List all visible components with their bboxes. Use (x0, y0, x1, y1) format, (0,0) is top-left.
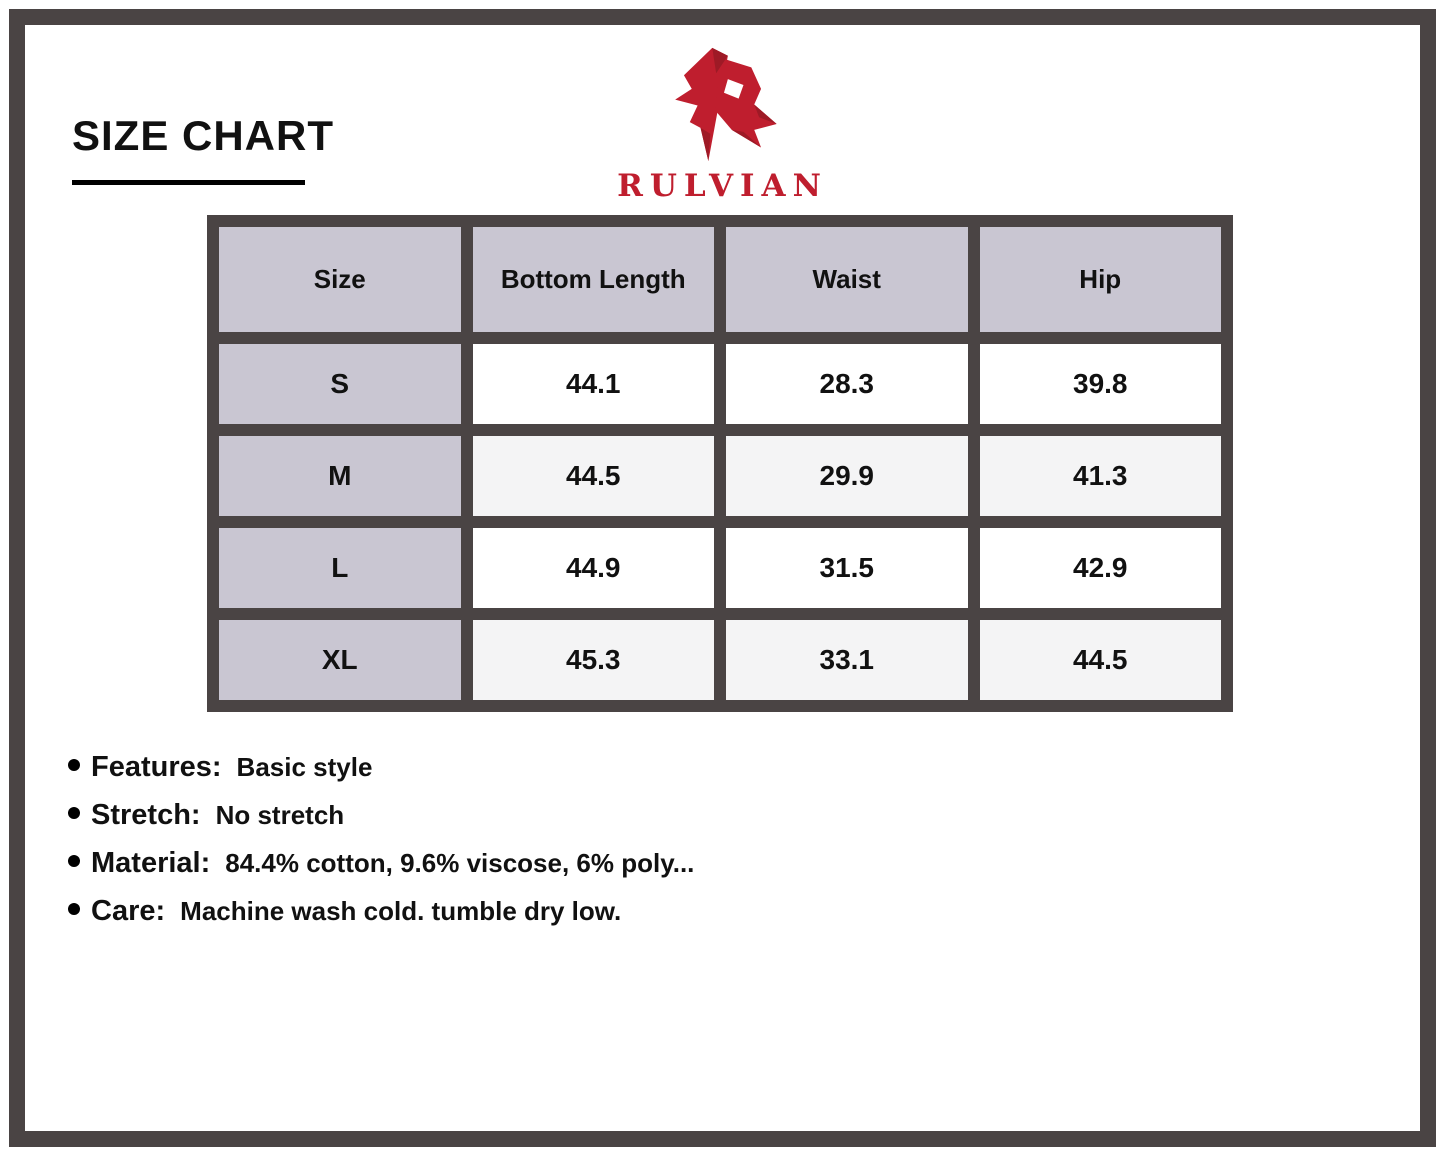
spec-list: Features: Basic style Stretch: No stretc… (68, 750, 694, 929)
bullet-dot-icon (68, 759, 80, 771)
page-title: SIZE CHART (72, 112, 334, 159)
size-cell: XL (219, 620, 461, 700)
outer-frame (9, 9, 1436, 1147)
bullet-dot-icon (68, 807, 80, 819)
spec-label: Material: (91, 847, 211, 879)
value-cell: 33.1 (726, 620, 968, 700)
spec-item-material: Material: 84.4% cotton, 9.6% viscose, 6%… (68, 846, 694, 881)
size-cell: M (219, 436, 461, 516)
spec-item-stretch: Stretch: No stretch (68, 798, 694, 833)
title-underline (72, 180, 305, 185)
value-cell: 41.3 (979, 436, 1221, 516)
value-cell: 45.3 (472, 620, 714, 700)
size-cell: L (219, 528, 461, 608)
header-cell-hip: Hip (979, 227, 1221, 332)
header-cell-size: Size (219, 227, 461, 332)
value-cell: 39.8 (979, 344, 1221, 424)
value-cell: 44.1 (472, 344, 714, 424)
bullet-dot-icon (68, 855, 80, 867)
value-cell: 42.9 (979, 528, 1221, 608)
brand-wordmark: RULVIAN (617, 168, 828, 204)
spec-label: Features: (91, 751, 222, 783)
value-cell: 31.5 (726, 528, 968, 608)
size-cell: S (219, 344, 461, 424)
value-cell: 29.9 (726, 436, 968, 516)
header-cell-bottom-length: Bottom Length (472, 227, 714, 332)
value-cell: 44.9 (472, 528, 714, 608)
brand-logo: RULVIAN (573, 44, 873, 204)
spec-value: 84.4% cotton, 9.6% viscose, 6% poly... (225, 848, 695, 878)
spec-label: Stretch: (91, 799, 201, 831)
spec-label: Care: (91, 895, 166, 927)
spec-item-care: Care: Machine wash cold. tumble dry low. (68, 894, 694, 929)
value-cell: 44.5 (472, 436, 714, 516)
spec-item-features: Features: Basic style (68, 750, 694, 785)
size-table: Size Bottom Length Waist Hip S 44.1 28.3… (207, 215, 1233, 712)
header-cell-waist: Waist (726, 227, 968, 332)
brand-logo-icon (675, 47, 777, 162)
spec-value: Machine wash cold. tumble dry low. (180, 896, 622, 926)
value-cell: 28.3 (726, 344, 968, 424)
spec-value: Basic style (236, 752, 373, 782)
spec-value: No stretch (215, 800, 345, 830)
bullet-dot-icon (68, 903, 80, 915)
value-cell: 44.5 (979, 620, 1221, 700)
